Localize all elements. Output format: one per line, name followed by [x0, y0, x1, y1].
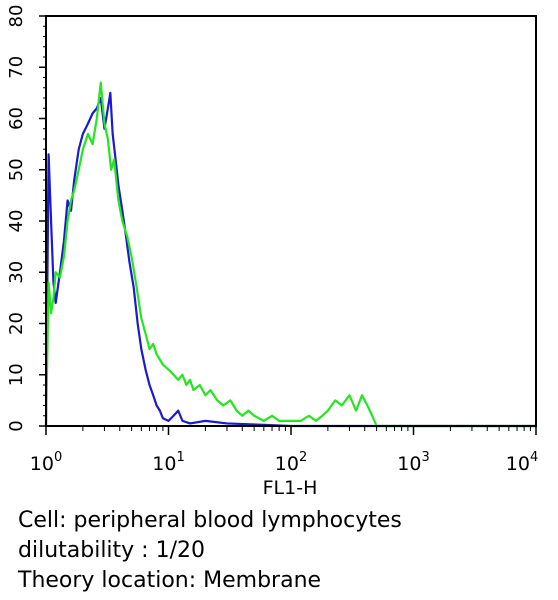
series-line-1 [44, 91, 536, 428]
x-axis-label: FL1-H [263, 477, 318, 499]
y-tick-label: 20 [6, 312, 27, 335]
y-tick-label: 10 [6, 363, 27, 386]
y-axis: 0 10 20 30 40 50 60 70 80 [6, 5, 46, 432]
histogram-chart: 0 10 20 30 40 50 60 70 80 100 101 102 103 104 FL1-H [6, 5, 538, 499]
y-tick-label: 30 [6, 261, 27, 284]
caption-dilution: dilutability : 1/20 [18, 538, 205, 563]
y-tick-label: 80 [6, 5, 27, 28]
plot-area [46, 16, 536, 426]
y-tick-label: 60 [6, 107, 27, 130]
y-tick-label: 0 [6, 420, 27, 431]
y-tick-label: 50 [6, 158, 27, 181]
x-axis: 100 101 102 103 104 [30, 426, 538, 475]
x-tick-label: 102 [275, 450, 307, 475]
x-tick-label: 103 [397, 450, 429, 475]
caption: Cell: peripheral blood lymphocytes dilut… [18, 506, 548, 596]
series-line-2 [44, 81, 536, 428]
caption-cell: Cell: peripheral blood lymphocytes [18, 508, 402, 533]
x-tick-label: 100 [30, 450, 62, 475]
series-layer [44, 81, 536, 428]
y-tick-label: 70 [6, 56, 27, 79]
y-tick-label: 40 [6, 210, 27, 233]
x-tick-label: 104 [506, 450, 538, 475]
caption-location: Theory location: Membrane [18, 568, 322, 593]
x-tick-label: 101 [152, 450, 184, 475]
